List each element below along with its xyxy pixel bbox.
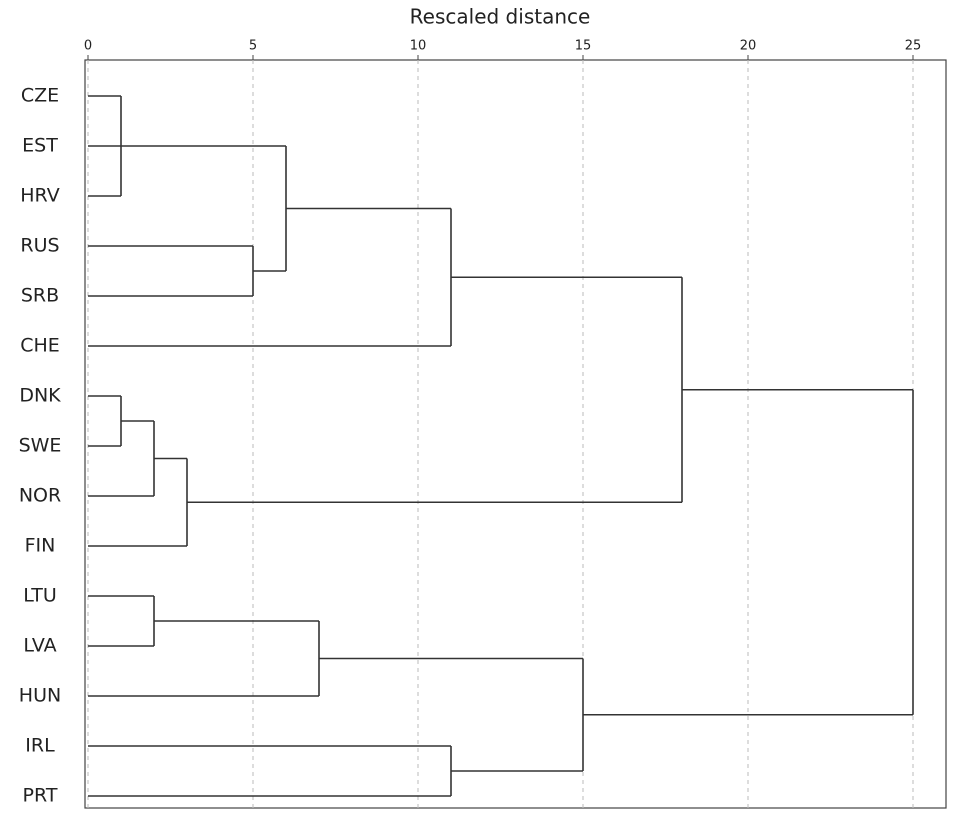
leaf-label: LTU: [23, 585, 56, 607]
leaf-label: CHE: [20, 335, 60, 357]
plot-frame: [84, 59, 947, 809]
leaf-label: EST: [22, 135, 58, 157]
leaf-label: HRV: [20, 185, 59, 207]
leaf-label: FIN: [25, 535, 56, 557]
leaf-label: RUS: [20, 235, 59, 257]
leaf-label: LVA: [23, 635, 56, 657]
x-tick-label: 0: [84, 39, 92, 54]
leaf-label: SRB: [21, 285, 59, 307]
leaf-label: HUN: [19, 685, 61, 707]
leaf-label: DNK: [19, 385, 61, 407]
leaf-label: CZE: [21, 85, 59, 107]
x-tick-label: 20: [740, 39, 757, 54]
x-tick-label: 25: [905, 39, 922, 54]
leaf-label: SWE: [19, 435, 62, 457]
chart-title: Rescaled distance: [410, 5, 591, 29]
x-tick-label: 15: [575, 39, 592, 54]
x-tick-label: 5: [249, 39, 257, 54]
leaf-label: PRT: [23, 785, 58, 807]
x-tick-label: 10: [410, 39, 427, 54]
leaf-label: IRL: [25, 735, 55, 757]
leaf-label: NOR: [19, 485, 61, 507]
